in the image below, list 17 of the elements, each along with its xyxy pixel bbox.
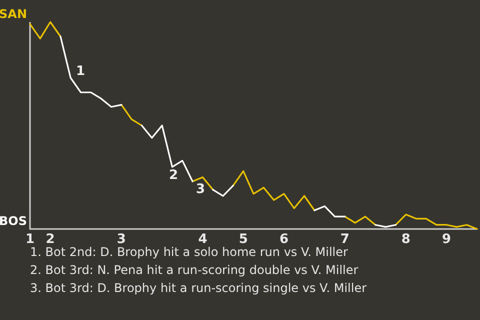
annotation: 2 [169, 168, 178, 183]
text: 1. Bot 2nd: D. Brophy hit a solo home run vs V. Miller [30, 245, 348, 259]
x-tick-label: 1 [25, 232, 35, 247]
text: SAN [0, 7, 28, 21]
x-tick-label: 8 [401, 232, 410, 247]
annotation: 1 [76, 64, 86, 79]
x-tick-label: 7 [340, 232, 350, 247]
x-tick-label: 9 [442, 232, 452, 247]
text: 3. Bot 3rd: D. Brophy hit a run-scoring single vs V. Miller [30, 281, 367, 295]
text: 2. Bot 3rd: N. Pena hit a run-scoring double vs V. Miller [30, 263, 358, 277]
x-tick-label: 5 [238, 232, 248, 247]
annotation: 3 [196, 182, 206, 197]
x-tick-label: 6 [279, 232, 288, 247]
x-tick-label: 3 [116, 232, 126, 247]
x-tick-label: 2 [46, 232, 55, 247]
text: BOS [0, 214, 28, 228]
x-tick-label: 4 [198, 232, 208, 247]
